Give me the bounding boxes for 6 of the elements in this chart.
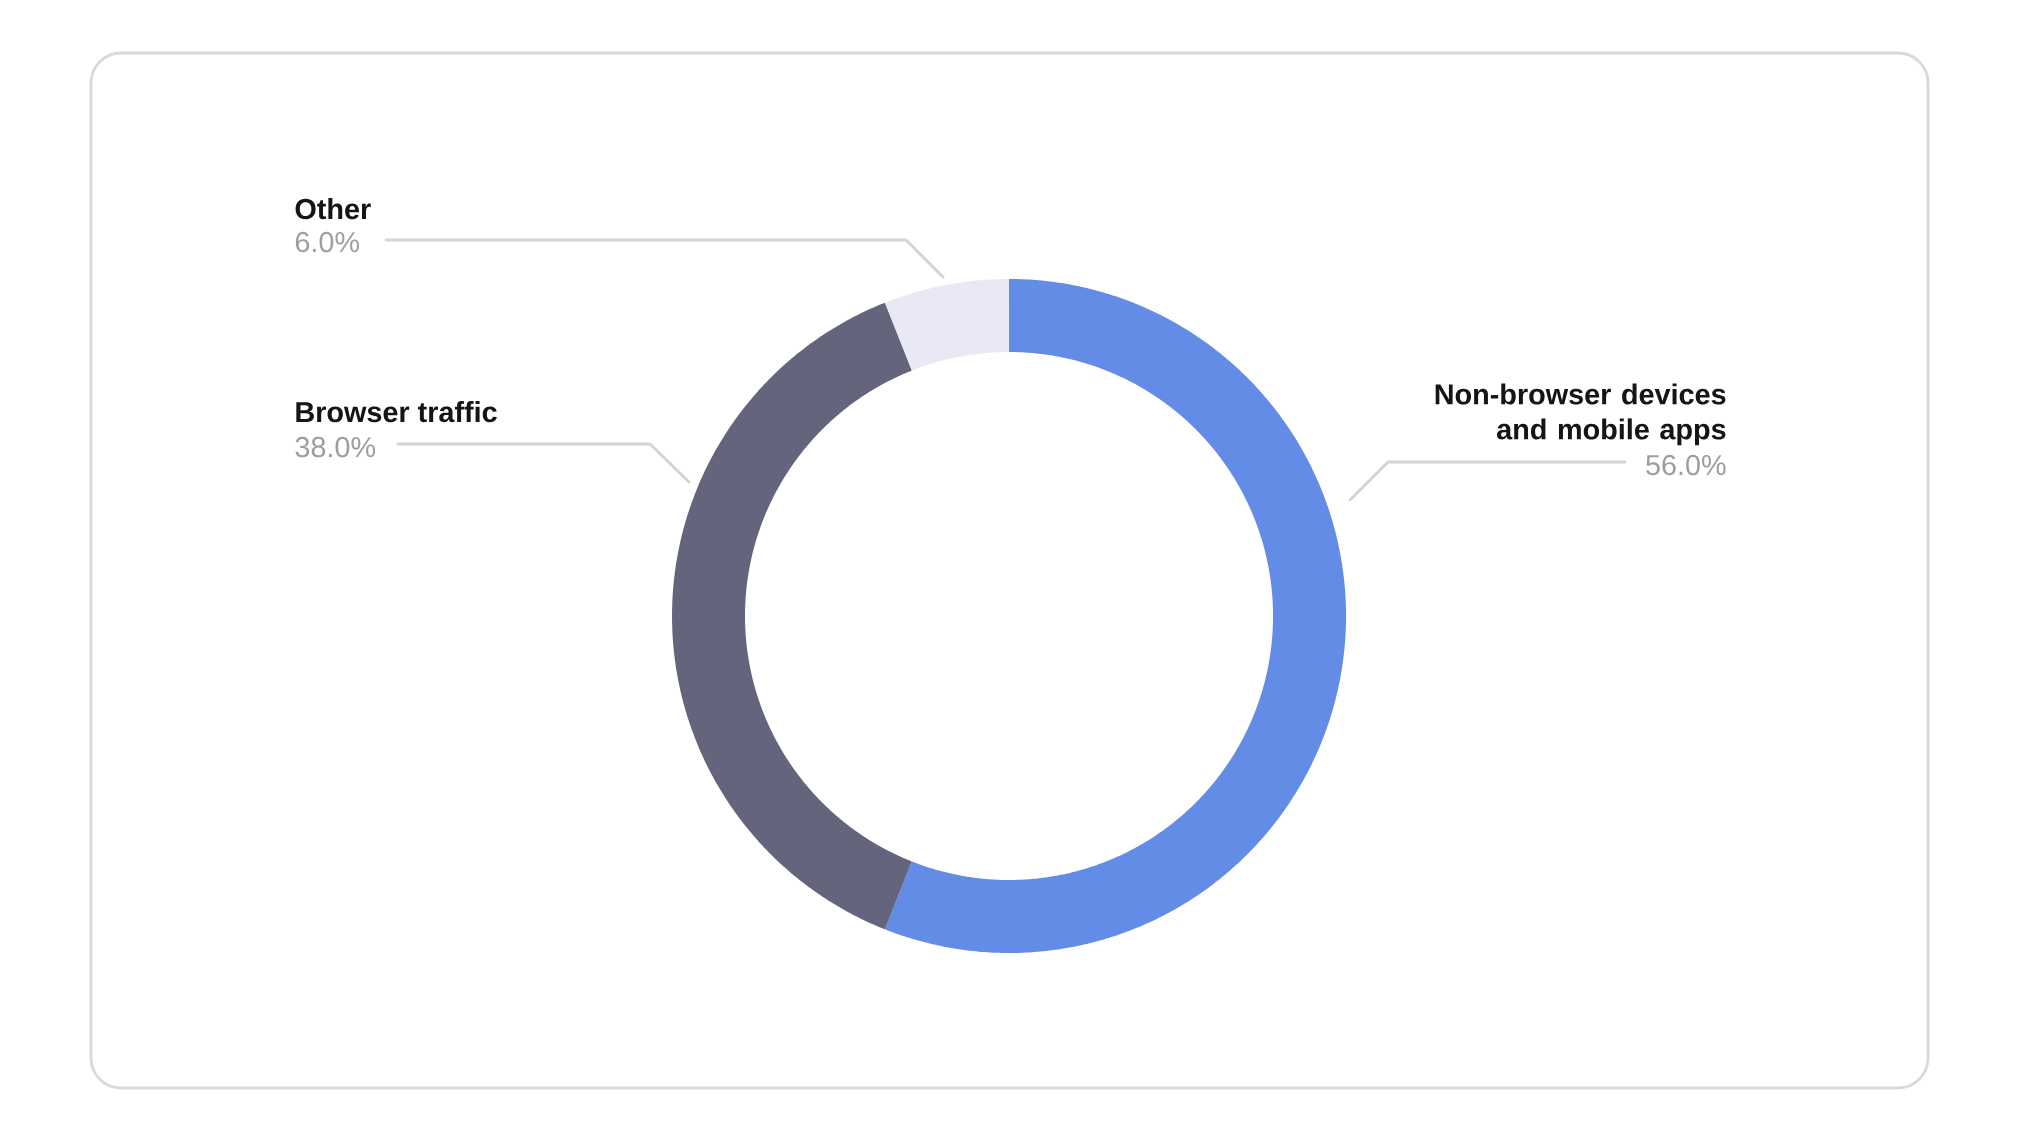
slice-label: Non-browser devices and mobile apps — [1435, 383, 1726, 446]
slice-label: Other — [295, 198, 371, 220]
data-label: 56.0% — [1646, 454, 1726, 476]
data-label: 38.0% — [295, 436, 376, 458]
slice-label: Browser traffic — [296, 401, 497, 423]
data-label: 6.0% — [295, 231, 360, 253]
